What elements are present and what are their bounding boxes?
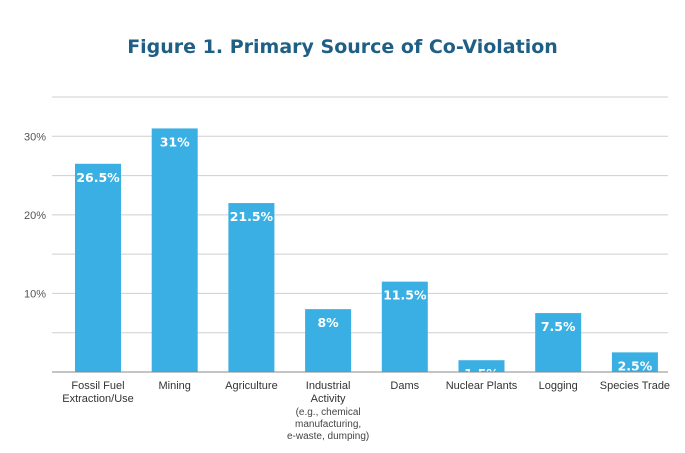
category-label: Fossil Fuel <box>71 380 124 392</box>
bar <box>535 313 582 372</box>
category-label: Agriculture <box>225 380 278 392</box>
category-label: Nuclear Plants <box>446 380 518 392</box>
category-note: e-waste, dumping) <box>287 431 369 442</box>
bar <box>381 281 428 372</box>
bar <box>305 309 352 372</box>
y-axis-ticks: 10% 20% 30% <box>24 131 46 300</box>
y-tick-label: 10% <box>24 288 46 300</box>
category-label: Mining <box>158 380 190 392</box>
bar <box>611 352 658 372</box>
bar <box>151 128 198 372</box>
grid-lines <box>52 96 668 334</box>
data-label: 2.5% <box>618 358 653 373</box>
category-label: Dams <box>390 380 419 392</box>
data-labels: 26.5% 31% 21.5% 8% 11.5% 1.5% 7.5% 2.5% <box>76 134 652 381</box>
bars <box>75 128 658 372</box>
chart-title: Figure 1. Primary Source of Co-Violation <box>127 36 558 58</box>
y-tick-label: 30% <box>24 131 46 143</box>
category-label: Species Trade <box>600 380 670 392</box>
bar <box>75 163 121 372</box>
category-label: Extraction/Use <box>62 393 134 405</box>
y-tick-label: 20% <box>24 210 46 222</box>
data-label: 8% <box>317 315 339 330</box>
data-label: 31% <box>160 134 190 149</box>
data-label: 26.5% <box>76 170 120 185</box>
data-label: 1.5% <box>464 366 499 381</box>
data-label: 11.5% <box>383 288 427 303</box>
category-label: Activity <box>311 393 346 405</box>
category-label: Logging <box>539 380 578 392</box>
category-note: manufacturing, <box>295 419 361 430</box>
category-note: (e.g., chemical <box>296 407 361 418</box>
bar <box>228 203 275 372</box>
data-label: 7.5% <box>541 319 576 334</box>
category-label: Industrial <box>306 380 351 392</box>
data-label: 21.5% <box>230 209 274 224</box>
bar <box>458 360 505 372</box>
